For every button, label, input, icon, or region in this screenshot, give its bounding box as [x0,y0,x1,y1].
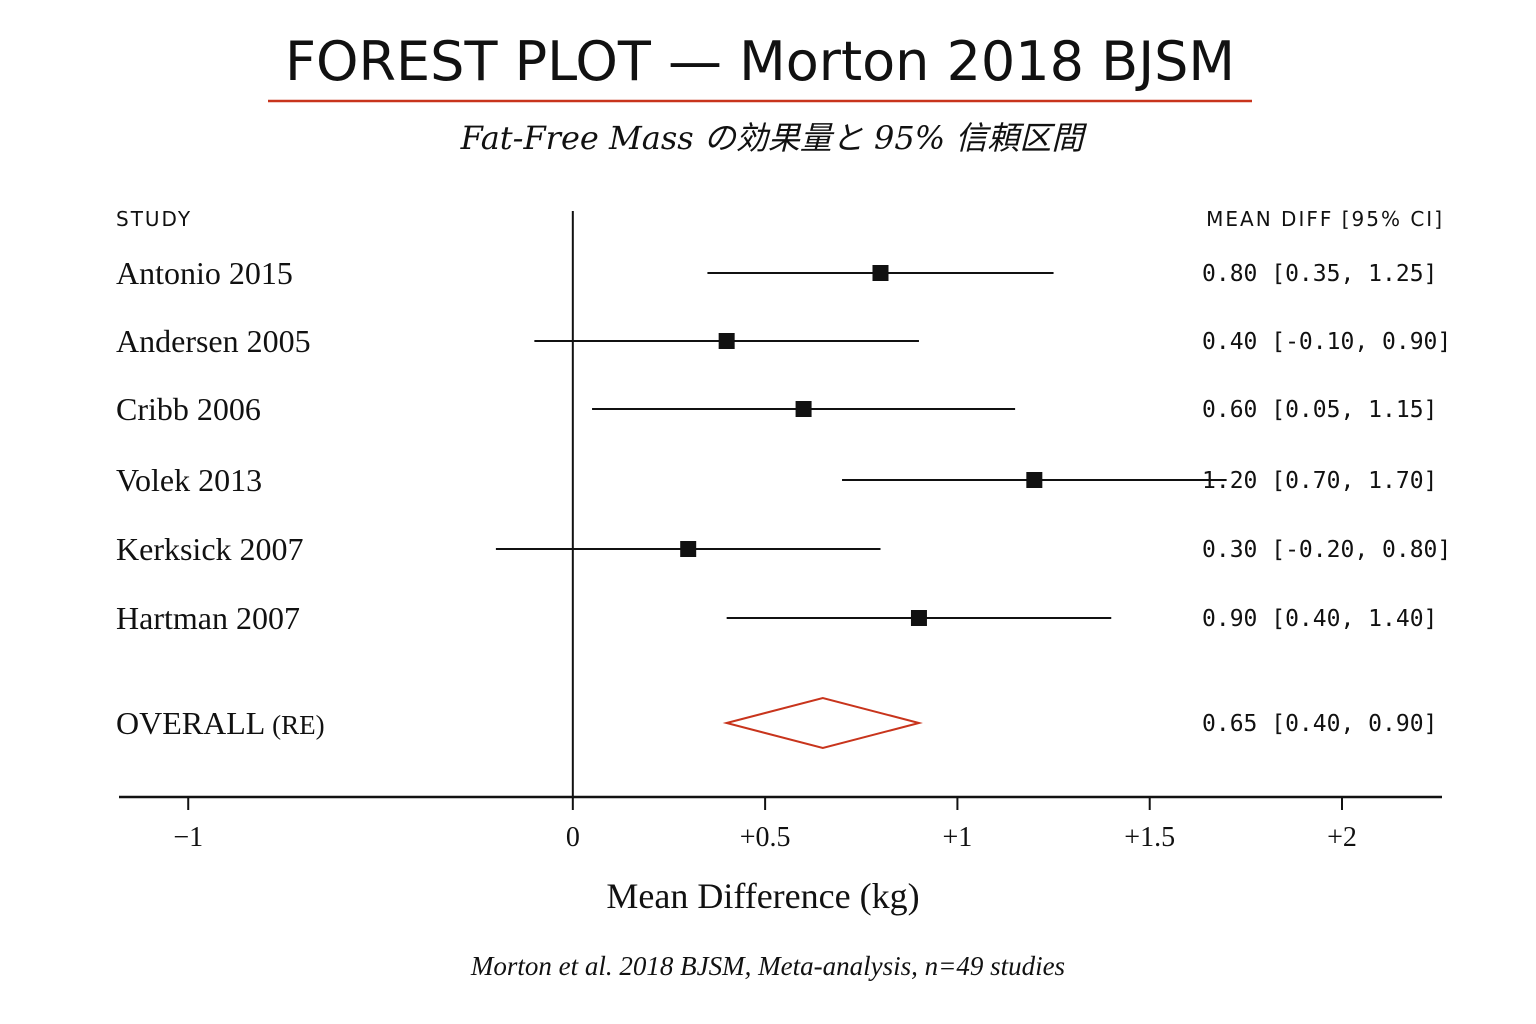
overall-model: (RE) [272,710,324,740]
source-note: Morton et al. 2018 BJSM, Meta-analysis, … [470,951,1065,981]
chart-title: FOREST PLOT — Morton 2018 BJSM [285,30,1235,93]
x-tick-label: −1 [173,822,203,853]
x-axis-ticks: −1 0 +0.5 +1 +1.5 +2 [173,797,1357,853]
point-estimate [872,265,889,281]
study-row: Andersen 2005 0.40 [-0.10, 0.90] [116,323,1451,359]
study-name: Andersen 2005 [116,323,311,359]
study-name: Cribb 2006 [116,391,261,427]
study-row: Antonio 2015 0.80 [0.35, 1.25] [116,255,1437,291]
effect-label: 0.80 [0.35, 1.25] [1202,261,1437,287]
overall-row: OVERALL (RE) 0.65 [0.40, 0.90] [116,696,1437,750]
study-row: Hartman 2007 0.90 [0.40, 1.40] [116,600,1437,636]
column-header-effect: MEAN DIFF [95% CI] [1206,207,1444,231]
overall-effect-label: 0.65 [0.40, 0.90] [1202,711,1437,737]
point-estimate [1026,472,1043,488]
overall-name: OVERALL (RE) [116,705,325,741]
x-tick-label: +2 [1327,822,1357,853]
effect-label: 1.20 [0.70, 1.70] [1202,468,1437,494]
study-name: Kerksick 2007 [116,531,304,567]
point-estimate [718,333,735,349]
study-row: Cribb 2006 0.60 [0.05, 1.15] [116,391,1437,427]
x-tick-label: 0 [566,822,580,853]
study-name: Volek 2013 [116,462,262,498]
study-name: Antonio 2015 [116,255,293,291]
x-axis-label: Mean Difference (kg) [606,876,919,916]
chart-subtitle: Fat-Free Mass の効果量と 95% 信頼区間 [460,119,1088,157]
x-tick-label: +1.5 [1124,822,1175,853]
x-tick-label: +1 [943,822,973,853]
column-header-study: STUDY [116,207,192,231]
effect-label: 0.90 [0.40, 1.40] [1202,606,1437,632]
point-estimate [795,401,812,417]
point-estimate [680,541,697,557]
effect-label: 0.30 [-0.20, 0.80] [1202,537,1451,563]
study-rows: Antonio 2015 0.80 [0.35, 1.25] Andersen 20… [116,255,1451,636]
effect-label: 0.60 [0.05, 1.15] [1202,397,1437,423]
point-estimate [910,610,927,626]
study-row: Kerksick 2007 0.30 [-0.20, 0.80] [116,531,1451,567]
study-name: Hartman 2007 [116,600,300,636]
x-tick-label: +0.5 [740,822,791,853]
effect-label: 0.40 [-0.10, 0.90] [1202,329,1451,355]
study-row: Volek 2013 1.20 [0.70, 1.70] [116,462,1437,498]
overall-diamond [722,696,923,750]
